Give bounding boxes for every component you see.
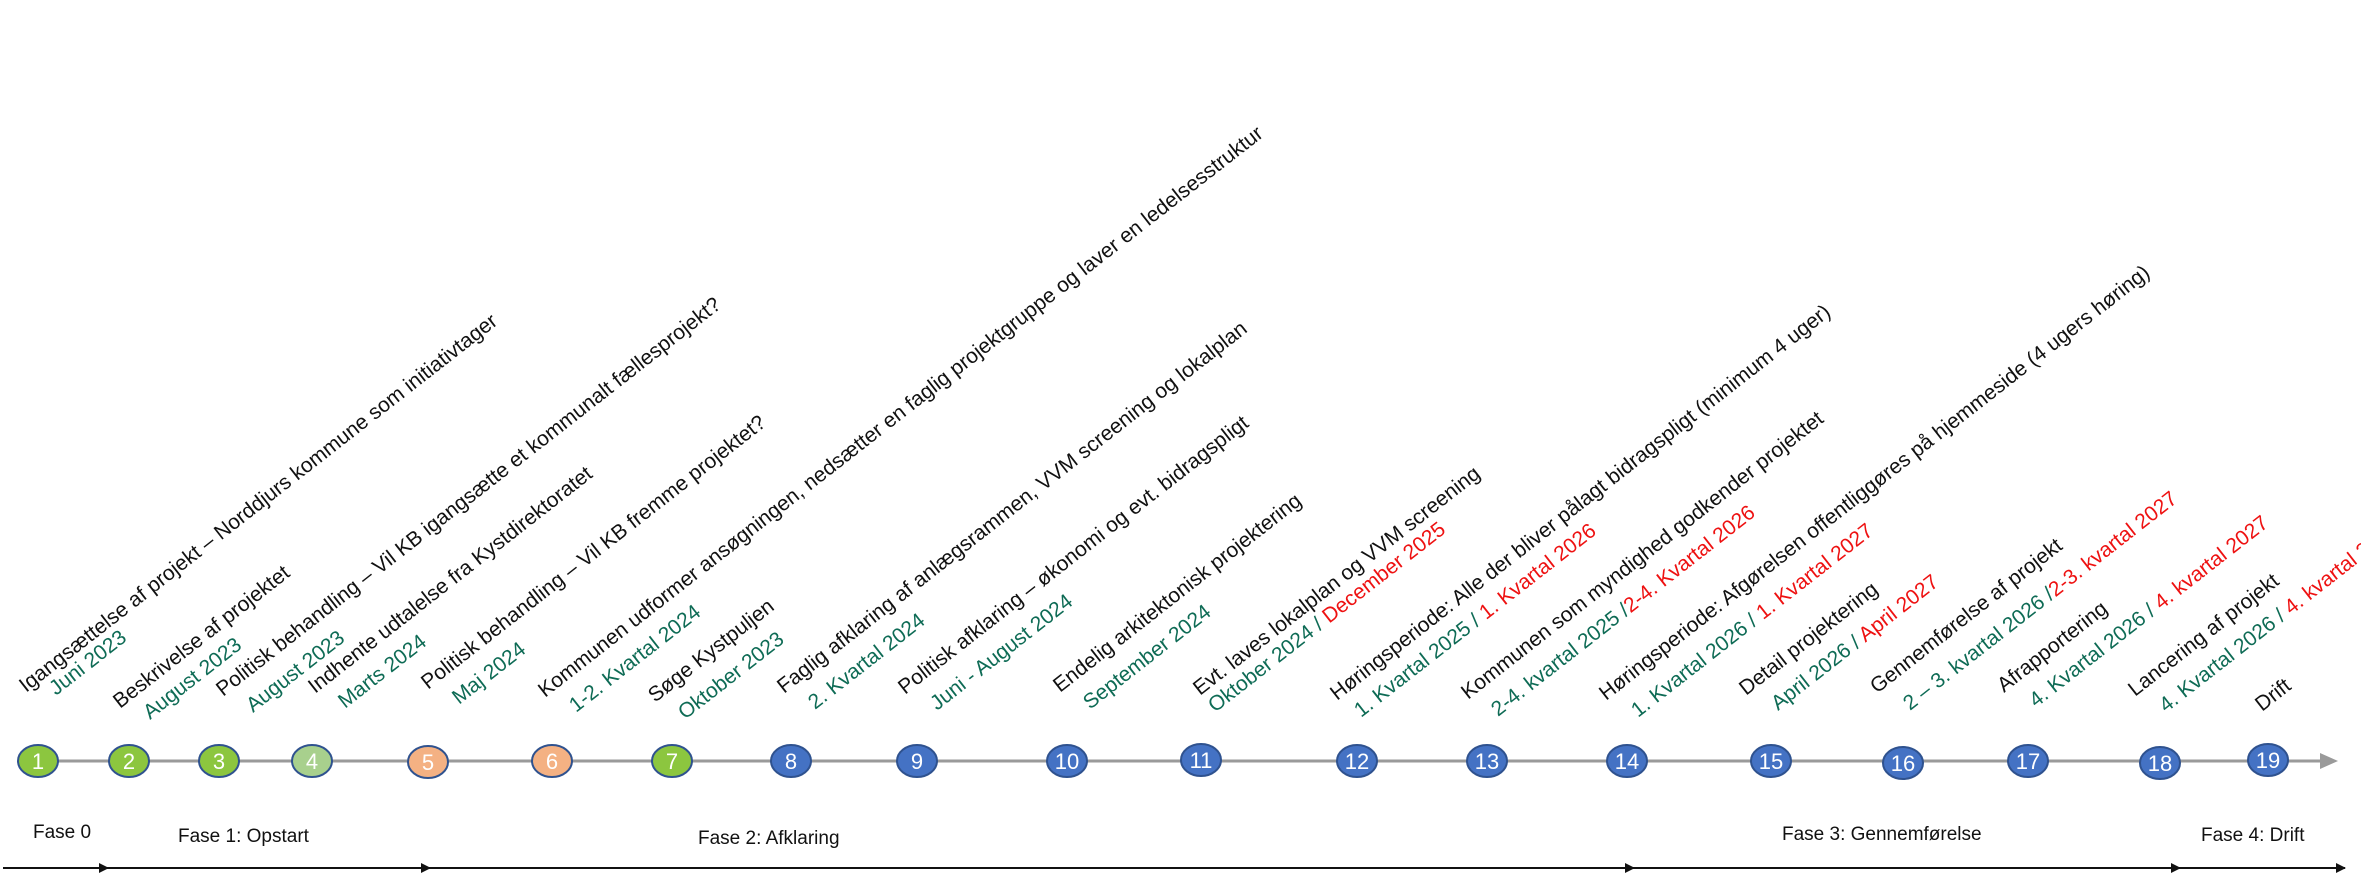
milestone-node: 9 (896, 744, 938, 778)
milestone-number: 9 (911, 749, 923, 774)
milestone-marker (896, 744, 938, 778)
milestone-title: Igangsættelse af projekt – Norddjurs kom… (15, 309, 502, 696)
milestone-number: 19 (2256, 748, 2280, 773)
milestone-marker (291, 744, 333, 778)
milestone-number: 13 (1475, 749, 1499, 774)
milestone-number: 11 (1190, 748, 1213, 773)
milestone-number: 1 (32, 749, 44, 774)
milestone-marker (1336, 744, 1378, 778)
milestone-node: 7 (651, 744, 693, 778)
milestone-number: 7 (666, 749, 678, 774)
milestone-node: 18 (2139, 746, 2181, 780)
milestone-marker (2007, 744, 2049, 778)
milestone-number: 10 (1055, 749, 1079, 774)
milestone-node: 8 (770, 744, 812, 778)
milestone-marker (531, 744, 573, 778)
milestone-number: 17 (2016, 749, 2040, 774)
milestone-node: 14 (1606, 744, 1648, 778)
milestone-number: 4 (306, 749, 318, 774)
milestone-marker (1466, 744, 1508, 778)
milestone-node: 10 (1046, 744, 1088, 778)
milestone-number: 15 (1759, 749, 1783, 774)
milestone-node: 17 (2007, 744, 2049, 778)
timeline-axis-arrowhead (2320, 753, 2338, 769)
milestone-title: Drift (2251, 674, 2296, 716)
phase-label: Fase 2: Afklaring (698, 828, 840, 849)
milestone-marker (1882, 746, 1924, 780)
milestone-date: 4. Kvartal 2026 / 4. kvartal 2027 (2155, 516, 2361, 717)
phase-bar: Fase 0 Fase 1: Opstart Fase 2: Afklaring Fa… (3, 822, 2346, 873)
milestone-marker (407, 745, 449, 779)
milestone-number: 6 (546, 749, 558, 774)
phase-label: Fase 0 (33, 822, 91, 843)
milestone-node: 15 (1750, 744, 1792, 778)
milestone-marker (1750, 744, 1792, 778)
milestone-number: 3 (213, 749, 225, 774)
milestone-node: 19 (2247, 743, 2289, 777)
milestone-marker (108, 744, 150, 778)
milestone-marker (1046, 744, 1088, 778)
milestone-number: 16 (1891, 751, 1915, 776)
milestone-number: 18 (2148, 751, 2172, 776)
milestone-title: Evt. laves lokalplan og VVM screening (1189, 462, 1485, 700)
milestone-node: 12 (1336, 744, 1378, 778)
milestone-marker (651, 744, 693, 778)
milestone-node: 13 (1466, 744, 1508, 778)
milestone-node: 5 (407, 745, 449, 779)
milestone-number: 8 (785, 749, 797, 774)
milestone-marker (770, 744, 812, 778)
milestone-node: 4 (291, 744, 333, 778)
milestone-node: 16 (1882, 746, 1924, 780)
milestone-node: 3 (198, 744, 240, 778)
milestone-number: 12 (1345, 749, 1369, 774)
phase-label: Fase 3: Gennemførelse (1782, 824, 1982, 845)
milestone-node: 6 (531, 744, 573, 778)
milestone-marker (1606, 744, 1648, 778)
milestone-node: 1 (17, 744, 59, 778)
milestone-marker (2247, 743, 2289, 777)
milestone-annotations: Igangsættelse af projekt – Norddjurs kom… (15, 122, 2361, 724)
milestone-marker (198, 744, 240, 778)
milestone-node: 11 (1180, 743, 1222, 777)
milestone-marker (17, 744, 59, 778)
phase-label: Fase 4: Drift (2201, 825, 2305, 846)
milestone-number: 5 (422, 750, 434, 775)
milestone-nodes: 1 2 3 4 5 6 7 8 9 10 11 12 13 14 15 16 17 18 19 (17, 743, 2289, 780)
milestone-marker (1180, 743, 1222, 777)
revised-date: 2-3. kvartal 2027 (2044, 487, 2181, 601)
milestone-node: 2 (108, 744, 150, 778)
phase-label: Fase 1: Opstart (178, 826, 310, 847)
revised-date: 4. kvartal 2027 (2280, 516, 2361, 619)
milestone-number: 2 (123, 749, 135, 774)
milestone-number: 14 (1615, 749, 1639, 774)
milestone-marker (2139, 746, 2181, 780)
